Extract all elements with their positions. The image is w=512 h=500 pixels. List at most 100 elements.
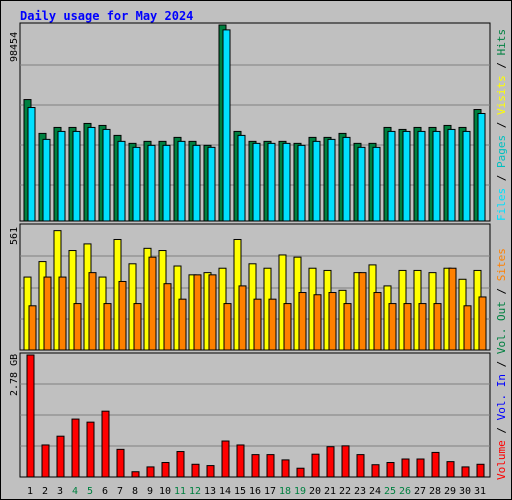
files-bar-10 (162, 144, 171, 222)
day-label-12: 12 (189, 486, 201, 497)
files-bar-29 (447, 128, 456, 222)
day-axis-labels: 1 2 3 4 5 6 7 8 9 10 11 12 13 14 15 16 17 18 19 20 21 22 23 24 2… (27, 486, 486, 497)
files-bar-8 (132, 146, 141, 222)
volume-panel: 2.78 GB (9, 352, 491, 478)
visits-bar-2 (43, 276, 52, 351)
files-bar-12 (192, 144, 201, 222)
sites-bar-18 (278, 254, 287, 351)
legend-hits: Hits (495, 29, 508, 56)
volume-ymax-label: 2.78 GB (9, 354, 20, 396)
volume-bar-6 (101, 410, 110, 478)
visits-bar-22 (343, 303, 352, 351)
volume-bar-18 (281, 459, 290, 478)
legend-files: Files (495, 188, 508, 221)
visits-bar-3 (58, 276, 67, 351)
volume-bar-21 (326, 446, 335, 478)
volume-bar-12 (191, 463, 200, 478)
volume-bar-4 (71, 418, 80, 478)
volume-bar-8 (131, 471, 140, 478)
volume-bar-5 (86, 421, 95, 478)
chart-title: Daily usage for May 2024 (20, 9, 193, 23)
files-bar-18 (282, 142, 291, 222)
volume-bar-25 (386, 462, 395, 478)
files-bar-15 (237, 134, 246, 222)
visits-bar-14 (223, 303, 232, 351)
day-label-29: 29 (444, 486, 456, 497)
files-bar-1 (27, 107, 36, 222)
files-bar-4 (72, 130, 81, 222)
visits-bar-1 (28, 305, 37, 351)
files-bar-27 (417, 130, 426, 222)
hits-files-panel: 98454 Files / Pages / Visits / Hits (9, 22, 508, 222)
visits-bar-15 (238, 285, 247, 351)
visits-bar-28 (433, 303, 442, 351)
day-label-31: 31 (474, 486, 486, 497)
legend-volume: Volume (495, 440, 508, 480)
day-label-30: 30 (459, 486, 471, 497)
visits-bar-23 (358, 272, 367, 351)
files-bar-11 (177, 140, 186, 222)
volume-bar-7 (116, 448, 125, 478)
legend-sep: / (495, 281, 508, 301)
volume-bar-10 (161, 462, 170, 478)
hits-files-ymax-label: 98454 (9, 32, 20, 62)
day-label-24: 24 (369, 486, 381, 497)
legend-sep: / (495, 168, 508, 188)
day-label-19: 19 (294, 486, 306, 497)
visits-bar-11 (178, 298, 187, 351)
volume-bar-31 (476, 463, 485, 478)
day-label-26: 26 (399, 486, 411, 497)
files-bar-6 (102, 128, 111, 222)
legend-vol-in: Vol. In (495, 374, 508, 420)
visits-bar-13 (208, 274, 217, 351)
files-bar-24 (372, 146, 381, 222)
visits-bar-8 (133, 303, 142, 351)
day-label-17: 17 (264, 486, 276, 497)
visits-bar-9 (148, 256, 157, 351)
day-label-20: 20 (309, 486, 321, 497)
day-label-7: 7 (117, 486, 123, 497)
day-label-1: 1 (27, 486, 33, 497)
visits-bar-27 (418, 303, 427, 351)
visits-bar-24 (373, 292, 382, 351)
sites-bar-4 (68, 250, 77, 351)
files-bar-19 (297, 144, 306, 222)
day-label-21: 21 (324, 486, 336, 497)
files-bar-22 (342, 136, 351, 222)
legend-sep: / (495, 354, 508, 374)
day-label-9: 9 (147, 486, 153, 497)
visits-sites-ymax-label: 561 (9, 227, 20, 245)
visits-bar-18 (283, 303, 292, 351)
volume-gridlines (20, 383, 490, 447)
visits-bar-30 (463, 305, 472, 351)
visits-bar-19 (298, 292, 307, 351)
day-label-14: 14 (219, 486, 231, 497)
files-bar-20 (312, 140, 321, 222)
day-label-18: 18 (279, 486, 291, 497)
files-bar-23 (357, 146, 366, 222)
day-label-2: 2 (42, 486, 48, 497)
day-label-23: 23 (354, 486, 366, 497)
files-bar-30 (462, 130, 471, 222)
volume-bar-23 (356, 454, 365, 478)
day-label-28: 28 (429, 486, 441, 497)
files-bar-14 (222, 29, 231, 222)
visits-bar-10 (163, 283, 172, 351)
volume-bar-3 (56, 435, 65, 478)
files-bar-21 (327, 138, 336, 222)
legend-sep: / (495, 420, 508, 440)
volume-bar-19 (296, 467, 305, 478)
files-bar-3 (57, 130, 66, 222)
volume-bar-15 (236, 444, 245, 478)
volume-bar-30 (461, 466, 470, 478)
files-bar-31 (477, 112, 486, 222)
day-label-13: 13 (204, 486, 216, 497)
day-label-3: 3 (57, 486, 63, 497)
visits-bar-21 (328, 292, 337, 351)
day-label-16: 16 (249, 486, 261, 497)
visits-bar-4 (73, 303, 82, 351)
files-bar-16 (252, 142, 261, 222)
day-label-22: 22 (339, 486, 351, 497)
visits-bar-31 (478, 296, 487, 351)
